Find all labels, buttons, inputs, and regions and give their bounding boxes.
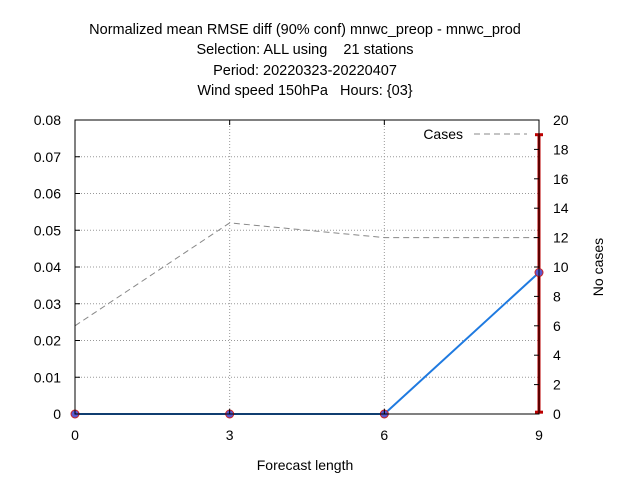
- x-tick-label: 0: [71, 427, 79, 443]
- title-line-4: Wind speed 150hPa Hours: {03}: [197, 83, 412, 99]
- y2-tick-label: 10: [553, 259, 569, 275]
- x-tick-label: 9: [535, 427, 543, 443]
- title-line-3: Period: 20220323-20220407: [213, 63, 397, 79]
- y2-tick-label: 12: [553, 230, 569, 246]
- rmse-diff-line: [75, 271, 540, 415]
- x-axis-label: Forecast length: [257, 457, 354, 473]
- y2-tick-label: 2: [553, 377, 561, 393]
- y-tick-label: 0: [53, 406, 61, 422]
- y2-tick-label: 4: [553, 347, 561, 363]
- y2-tick-label: 14: [553, 200, 569, 216]
- legend: Cases: [423, 126, 527, 142]
- chart-title: Normalized mean RMSE diff (90% conf) mnw…: [89, 22, 521, 99]
- y-tick-label: 0.02: [34, 333, 61, 349]
- cases-line: [74, 222, 539, 327]
- ticks: 0 3 6 900.010.020.030.040.050.060.070.08024…: [34, 112, 569, 443]
- y-tick-label: 0.04: [34, 259, 61, 275]
- title-line-1: Normalized mean RMSE diff (90% conf) mnw…: [89, 22, 521, 38]
- y-tick-label: 0.03: [34, 296, 61, 312]
- y-tick-label: 0.05: [34, 222, 61, 238]
- x-tick-label: 3: [226, 427, 234, 443]
- y-tick-label: 0.07: [34, 149, 61, 165]
- y2-tick-label: 6: [553, 318, 561, 334]
- title-line-2: Selection: ALL using 21 stations: [196, 42, 413, 58]
- y-tick-label: 0.06: [34, 186, 61, 202]
- series-layer: [70, 133, 544, 419]
- grid: [75, 120, 539, 414]
- y2-tick-label: 0: [553, 406, 561, 422]
- y2-axis-label: No cases: [590, 238, 606, 296]
- y-tick-label: 0.01: [34, 369, 61, 385]
- y-tick-label: 0.08: [34, 112, 61, 128]
- legend-label: Cases: [423, 126, 463, 142]
- y2-tick-label: 16: [553, 171, 569, 187]
- y2-tick-label: 20: [553, 112, 569, 128]
- y2-tick-label: 8: [553, 288, 561, 304]
- y2-tick-label: 18: [553, 141, 569, 157]
- x-tick-label: 6: [380, 427, 388, 443]
